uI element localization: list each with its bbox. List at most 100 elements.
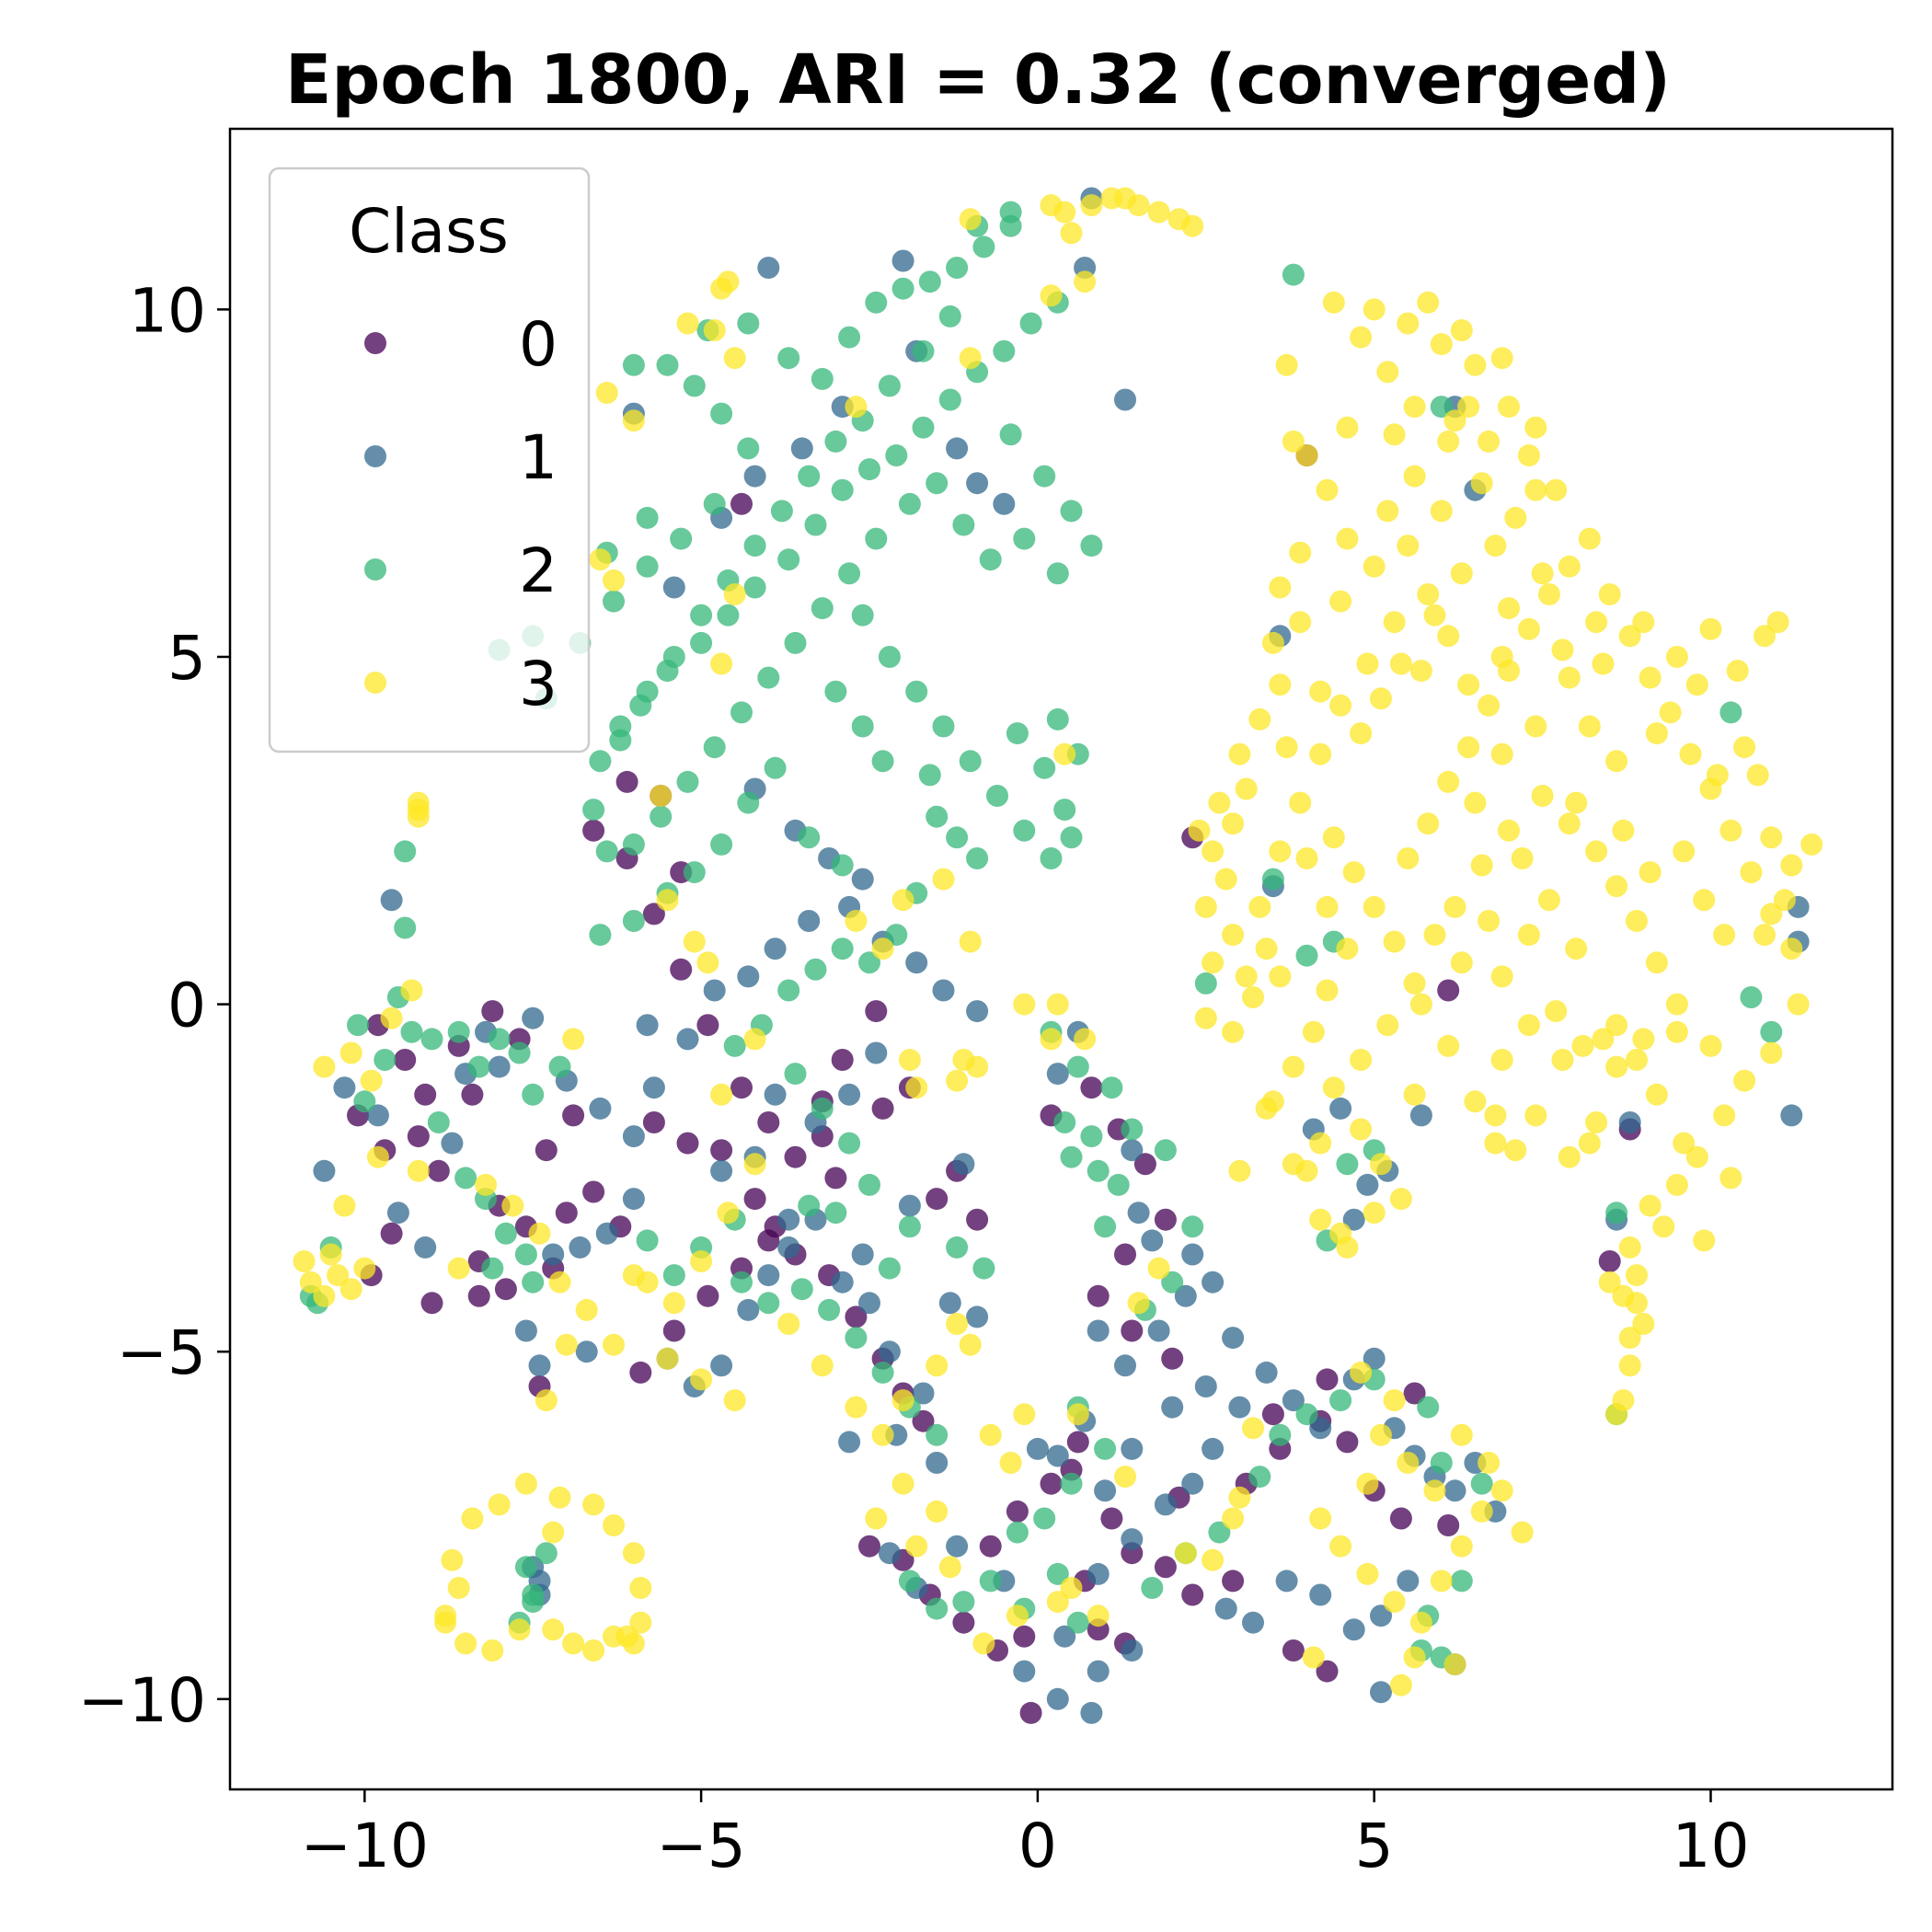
point-class-3 [1464, 1090, 1487, 1113]
point-class-1 [1147, 1319, 1170, 1342]
point-class-1 [1161, 1396, 1184, 1419]
point-class-3 [1350, 722, 1373, 745]
point-class-3 [905, 1076, 928, 1099]
point-class-3 [1403, 1083, 1426, 1106]
point-class-3 [360, 1069, 383, 1092]
point-class-2 [1141, 1577, 1164, 1599]
point-class-1 [764, 937, 787, 960]
x-axis-ticks: −10 −5 0 5 10 [301, 1789, 1749, 1881]
point-class-3 [1255, 937, 1278, 960]
point-class-2 [938, 305, 961, 328]
point-class-3 [871, 937, 894, 960]
point-class-3 [1665, 646, 1688, 668]
point-class-3 [1409, 660, 1432, 683]
point-class-3 [891, 889, 914, 912]
point-class-3 [1693, 1229, 1716, 1252]
point-class-3 [1383, 930, 1406, 953]
point-class-3 [703, 319, 726, 341]
point-class-2 [858, 951, 880, 974]
point-class-3 [1409, 1611, 1432, 1634]
point-class-3 [575, 1298, 598, 1321]
point-class-3 [1174, 1542, 1197, 1565]
point-class-2 [918, 270, 941, 293]
point-class-3 [1350, 1118, 1373, 1141]
point-class-0 [858, 1535, 880, 1558]
point-class-3 [1309, 680, 1332, 703]
point-class-1 [952, 1153, 975, 1176]
point-class-2 [514, 1556, 537, 1579]
point-class-2 [979, 1570, 1002, 1593]
point-class-2 [926, 472, 949, 495]
point-class-3 [1356, 652, 1379, 675]
point-class-3 [1464, 791, 1487, 814]
point-class-3 [1800, 833, 1823, 856]
point-class-3 [1733, 1069, 1756, 1092]
point-class-1 [851, 1243, 874, 1266]
point-class-3 [1531, 562, 1554, 585]
point-class-0 [1019, 1701, 1042, 1724]
point-class-2 [1087, 1159, 1110, 1182]
point-class-0 [1100, 1507, 1123, 1530]
point-class-2 [522, 1271, 545, 1294]
point-class-3 [1417, 812, 1440, 835]
point-class-3 [1329, 1535, 1352, 1558]
point-class-2 [891, 277, 914, 300]
point-class-3 [1074, 1028, 1097, 1051]
point-class-2 [878, 374, 901, 397]
point-class-3 [1565, 791, 1588, 814]
point-class-3 [1342, 861, 1365, 884]
point-class-3 [1013, 993, 1036, 1016]
point-class-3 [1370, 1423, 1392, 1446]
point-class-3 [313, 1055, 336, 1078]
point-class-0 [481, 1000, 504, 1023]
point-class-3 [1504, 1139, 1527, 1162]
point-class-2 [811, 597, 834, 620]
point-class-1 [1026, 1437, 1049, 1460]
point-class-3 [1545, 478, 1568, 501]
point-class-3 [1013, 1403, 1036, 1426]
point-class-1 [703, 979, 726, 1002]
point-class-2 [636, 1229, 659, 1252]
point-class-2 [1605, 1202, 1628, 1225]
point-class-1 [790, 437, 813, 460]
point-class-1 [1154, 1493, 1177, 1516]
point-class-2 [1154, 1139, 1177, 1162]
point-class-2 [1060, 1145, 1083, 1168]
point-class-3 [1558, 1145, 1581, 1168]
point-class-2 [784, 1063, 807, 1086]
point-class-3 [845, 396, 868, 419]
point-class-2 [979, 548, 1002, 571]
point-class-3 [1484, 1104, 1507, 1127]
point-class-0 [427, 1159, 450, 1182]
point-class-3 [1490, 742, 1513, 765]
point-class-2 [636, 555, 659, 578]
point-class-1 [1087, 1660, 1110, 1683]
point-class-3 [1659, 701, 1682, 724]
point-class-3 [1322, 826, 1345, 849]
point-class-3 [542, 1521, 565, 1544]
point-class-3 [1612, 819, 1635, 842]
point-class-3 [1592, 1028, 1615, 1051]
chart-title: Epoch 1800, ARI = 0.32 (converged) [285, 40, 1671, 120]
point-class-3 [1376, 361, 1399, 384]
point-class-2 [946, 257, 969, 279]
point-class-3 [1437, 1034, 1460, 1057]
point-class-2 [798, 826, 821, 849]
point-class-3 [1645, 1083, 1668, 1106]
legend-box [268, 167, 591, 753]
point-class-3 [959, 208, 982, 231]
point-class-3 [1699, 1034, 1722, 1057]
point-class-3 [1626, 1292, 1648, 1315]
point-class-2 [656, 353, 679, 376]
point-class-3 [1350, 1361, 1373, 1384]
point-class-3 [1685, 673, 1708, 696]
point-class-3 [1316, 979, 1339, 1002]
point-class-3 [1202, 840, 1225, 863]
point-class-3 [1275, 353, 1298, 376]
point-class-1 [1275, 1570, 1298, 1593]
point-class-3 [548, 1271, 571, 1294]
point-class-2 [1417, 1396, 1440, 1419]
point-class-1 [1370, 1681, 1392, 1704]
point-class-1 [938, 1292, 961, 1315]
point-class-3 [1457, 736, 1480, 759]
